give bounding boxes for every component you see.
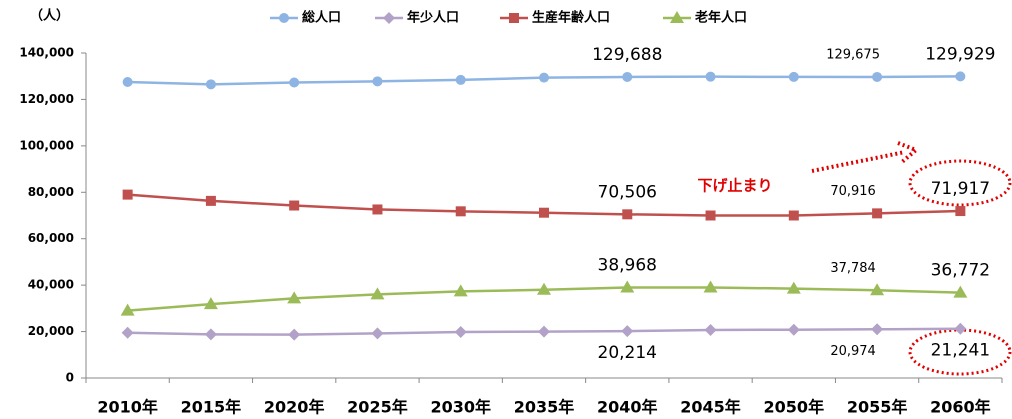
point xyxy=(122,189,133,200)
point xyxy=(872,71,883,82)
point xyxy=(539,72,549,83)
point xyxy=(705,210,716,221)
point xyxy=(205,195,216,206)
highlight-ellipse xyxy=(908,159,1012,207)
legend-marker xyxy=(509,13,519,23)
point xyxy=(870,283,885,296)
x-tick-label: 2060年 xyxy=(930,398,991,417)
annotation-arrowhead xyxy=(897,141,920,164)
legend-marker xyxy=(383,12,395,24)
point xyxy=(620,280,635,293)
point xyxy=(703,280,718,293)
point xyxy=(955,206,966,217)
x-tick-label: 2015年 xyxy=(181,398,242,417)
point xyxy=(788,210,799,221)
point xyxy=(954,322,967,335)
data-label: 70,916 xyxy=(830,184,876,199)
point xyxy=(121,326,134,339)
y-tick-label: 80,000 xyxy=(28,185,74,199)
data-label: 129,688 xyxy=(592,45,662,65)
point xyxy=(289,77,300,88)
legend-label: 老年人口 xyxy=(694,10,747,26)
y-tick-label: 120,000 xyxy=(19,92,74,106)
x-tick-label: 2045年 xyxy=(680,398,741,417)
data-label: 37,784 xyxy=(830,261,876,276)
x-tick-label: 2055年 xyxy=(847,398,908,417)
data-label: 21,241 xyxy=(931,341,990,361)
data-label: 20,214 xyxy=(598,343,657,363)
y-unit-label: （人） xyxy=(30,8,69,24)
data-label: 20,974 xyxy=(830,344,876,359)
point xyxy=(120,303,135,316)
point xyxy=(288,328,301,341)
x-tick-label: 2035年 xyxy=(514,398,575,417)
y-tick-label: 0 xyxy=(66,371,74,385)
point xyxy=(287,291,302,304)
point xyxy=(455,206,466,217)
y-tick-label: 140,000 xyxy=(19,46,74,60)
point xyxy=(704,323,717,336)
data-label: 71,917 xyxy=(931,179,990,199)
y-tick-label: 40,000 xyxy=(28,278,74,292)
point xyxy=(372,76,383,87)
legend-marker xyxy=(279,13,289,23)
point xyxy=(705,71,716,82)
legend-label: 年少人口 xyxy=(407,10,459,26)
point xyxy=(622,209,633,220)
point xyxy=(203,297,218,310)
point xyxy=(539,207,549,218)
point xyxy=(454,326,467,339)
x-tick-label: 2030年 xyxy=(430,398,491,417)
data-label: 129,675 xyxy=(826,47,880,62)
point xyxy=(871,323,884,336)
x-tick-label: 2040年 xyxy=(597,398,658,417)
point xyxy=(455,74,466,85)
point xyxy=(371,327,384,340)
point xyxy=(786,281,801,294)
point xyxy=(453,284,468,297)
point xyxy=(955,71,966,82)
point xyxy=(204,328,217,341)
x-tick-label: 2025年 xyxy=(347,398,408,417)
point xyxy=(289,200,300,211)
y-tick-label: 100,000 xyxy=(19,138,74,152)
point xyxy=(788,71,799,82)
point xyxy=(538,325,550,338)
point xyxy=(372,204,383,215)
point xyxy=(370,287,385,300)
annotation: 下げ止まり xyxy=(697,177,772,195)
x-tick-label: 2020年 xyxy=(264,398,325,417)
point xyxy=(872,208,883,219)
annotation-arrow xyxy=(811,150,906,173)
data-label: 36,772 xyxy=(931,261,990,281)
point xyxy=(537,282,551,295)
point xyxy=(953,285,968,298)
data-label: 38,968 xyxy=(598,256,657,276)
data-label: 70,506 xyxy=(598,182,657,202)
legend-marker xyxy=(670,11,684,23)
point xyxy=(622,71,633,82)
y-tick-label: 60,000 xyxy=(28,231,74,245)
legend-label: 総人口 xyxy=(302,10,341,26)
legend-label: 生産年齢人口 xyxy=(532,10,610,26)
y-tick-label: 20,000 xyxy=(28,324,74,338)
data-label: 129,929 xyxy=(925,44,995,64)
point xyxy=(621,325,634,338)
point xyxy=(787,323,800,336)
point xyxy=(122,77,133,88)
x-tick-label: 2050年 xyxy=(764,398,825,417)
x-tick-label: 2010年 xyxy=(97,398,158,417)
point xyxy=(205,79,216,90)
